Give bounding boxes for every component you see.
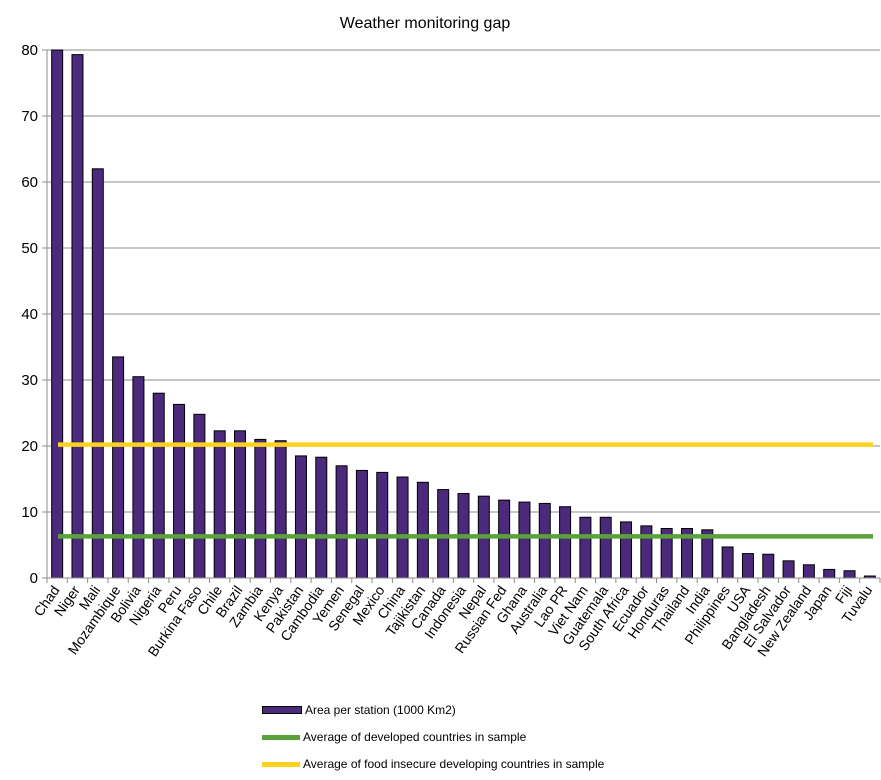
y-tick-label: 30 bbox=[21, 372, 38, 389]
bar bbox=[640, 525, 653, 579]
chart-title: Weather monitoring gap bbox=[340, 15, 511, 32]
y-tick-label: 50 bbox=[21, 240, 38, 257]
legend-label: Average of developed countries in sample bbox=[303, 730, 527, 744]
bar bbox=[315, 456, 328, 579]
bar bbox=[71, 54, 84, 579]
bar bbox=[579, 516, 592, 579]
bar bbox=[762, 553, 775, 579]
bar bbox=[234, 430, 247, 579]
legend-line-swatch bbox=[262, 734, 300, 740]
bar bbox=[254, 438, 267, 579]
legend-line-swatch bbox=[262, 761, 300, 767]
bar bbox=[518, 501, 531, 579]
y-tick-label: 0 bbox=[30, 570, 38, 587]
axes bbox=[46, 50, 881, 583]
bar bbox=[173, 403, 186, 579]
bar bbox=[620, 521, 633, 579]
y-tick-label: 20 bbox=[21, 438, 38, 455]
bar bbox=[274, 440, 287, 579]
bar bbox=[193, 413, 206, 579]
bar bbox=[741, 553, 754, 579]
x-axis-category-labels: ChadNigerMaliMozambiqueBoliviaNigeriaPer… bbox=[30, 582, 875, 659]
y-tick-label: 60 bbox=[21, 174, 38, 191]
bar bbox=[721, 546, 734, 579]
bar bbox=[376, 471, 389, 579]
y-tick-label: 10 bbox=[21, 504, 38, 521]
legend-label: Area per station (1000 Km2) bbox=[305, 703, 456, 717]
bar bbox=[437, 489, 450, 579]
bar bbox=[416, 481, 429, 579]
bar bbox=[498, 499, 511, 579]
bar bbox=[823, 568, 836, 579]
bar bbox=[355, 469, 368, 579]
y-tick-label: 40 bbox=[21, 306, 38, 323]
bar bbox=[294, 455, 307, 579]
y-tick-label: 70 bbox=[21, 108, 38, 125]
y-axis-tick-labels: 0 10 20 30 40 50 60 70 80 bbox=[21, 42, 38, 587]
bar bbox=[538, 502, 551, 579]
bar bbox=[91, 168, 104, 579]
bar bbox=[152, 392, 165, 579]
bar bbox=[782, 560, 795, 579]
bar bbox=[802, 564, 815, 579]
bar bbox=[396, 476, 409, 579]
legend-label: Average of food insecure developing coun… bbox=[303, 757, 605, 771]
average-lines bbox=[58, 442, 873, 539]
bar bbox=[132, 376, 145, 579]
y-tick-label: 80 bbox=[21, 42, 38, 59]
legend-item-food-insecure-average: Average of food insecure developing coun… bbox=[262, 754, 604, 774]
bar bbox=[335, 465, 348, 579]
legend-item-developed-average: Average of developed countries in sample bbox=[262, 727, 526, 747]
bar bbox=[112, 356, 125, 579]
legend-bar-swatch bbox=[262, 706, 302, 714]
bar bbox=[51, 49, 64, 579]
legend-item-area-per-station: Area per station (1000 Km2) bbox=[262, 700, 456, 720]
bar bbox=[213, 430, 226, 579]
bar bbox=[843, 570, 856, 579]
bar bbox=[599, 516, 612, 579]
bar bbox=[559, 506, 572, 579]
